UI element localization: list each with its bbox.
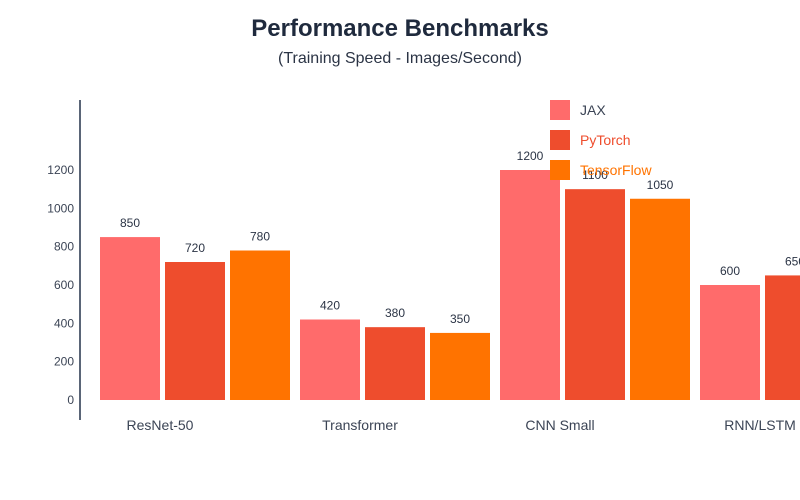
y-tick-label: 400: [54, 316, 74, 330]
bar-value-label: 350: [450, 312, 470, 326]
bar-pytorch: [165, 262, 225, 400]
bar-jax: [100, 237, 160, 400]
category-label: ResNet-50: [127, 417, 194, 433]
chart-title: Performance Benchmarks: [251, 15, 549, 42]
legend-swatch-tensorflow: [550, 160, 570, 180]
bar-pytorch: [365, 327, 425, 400]
chart-subtitle: (Training Speed - Images/Second): [278, 50, 522, 67]
y-tick-label: 600: [54, 278, 74, 292]
bar-value-label: 780: [250, 230, 270, 244]
bars: 850 720 780 420 380 350 1200 1100 1050 600 650: [100, 149, 800, 400]
y-tick-label: 200: [54, 355, 74, 369]
bar-tensorflow: [630, 198, 690, 400]
y-tick-label: 0: [67, 393, 74, 407]
bar-tensorflow: [230, 250, 290, 400]
bar-value-label: 1200: [517, 149, 544, 163]
legend-label-jax: JAX: [580, 102, 606, 118]
bar-pytorch: [765, 275, 800, 400]
bar-value-label: 720: [185, 241, 205, 255]
bar-value-label: 650: [785, 254, 800, 268]
bar-value-label: 850: [120, 216, 140, 230]
y-axis: 0 200 400 600 800 1000 1200: [47, 100, 81, 420]
bar-value-label: 420: [320, 299, 340, 313]
category-labels: ResNet-50 Transformer CNN Small RNN/LSTM: [127, 417, 796, 433]
bar-jax: [300, 319, 360, 400]
legend-swatch-jax: [550, 100, 570, 120]
bar-value-label: 1100: [582, 168, 608, 182]
bar-tensorflow: [430, 332, 490, 400]
bar-jax: [500, 170, 560, 400]
y-tick-label: 800: [54, 240, 74, 254]
bar-value-label: 1050: [647, 178, 674, 192]
legend-label-tensorflow: TensorFlow: [580, 162, 652, 178]
y-tick-label: 1000: [47, 201, 74, 215]
category-label: RNN/LSTM: [724, 417, 796, 433]
legend-label-pytorch: PyTorch: [580, 132, 631, 148]
y-tick-label: 1200: [47, 163, 74, 177]
category-label: Transformer: [322, 417, 398, 433]
bar-jax: [700, 285, 760, 400]
category-label: CNN Small: [525, 417, 594, 433]
bar-pytorch: [565, 189, 625, 400]
bar-value-label: 600: [720, 264, 740, 278]
legend: JAX PyTorch TensorFlow: [550, 100, 652, 180]
bar-value-label: 380: [385, 306, 405, 320]
legend-swatch-pytorch: [550, 130, 570, 150]
